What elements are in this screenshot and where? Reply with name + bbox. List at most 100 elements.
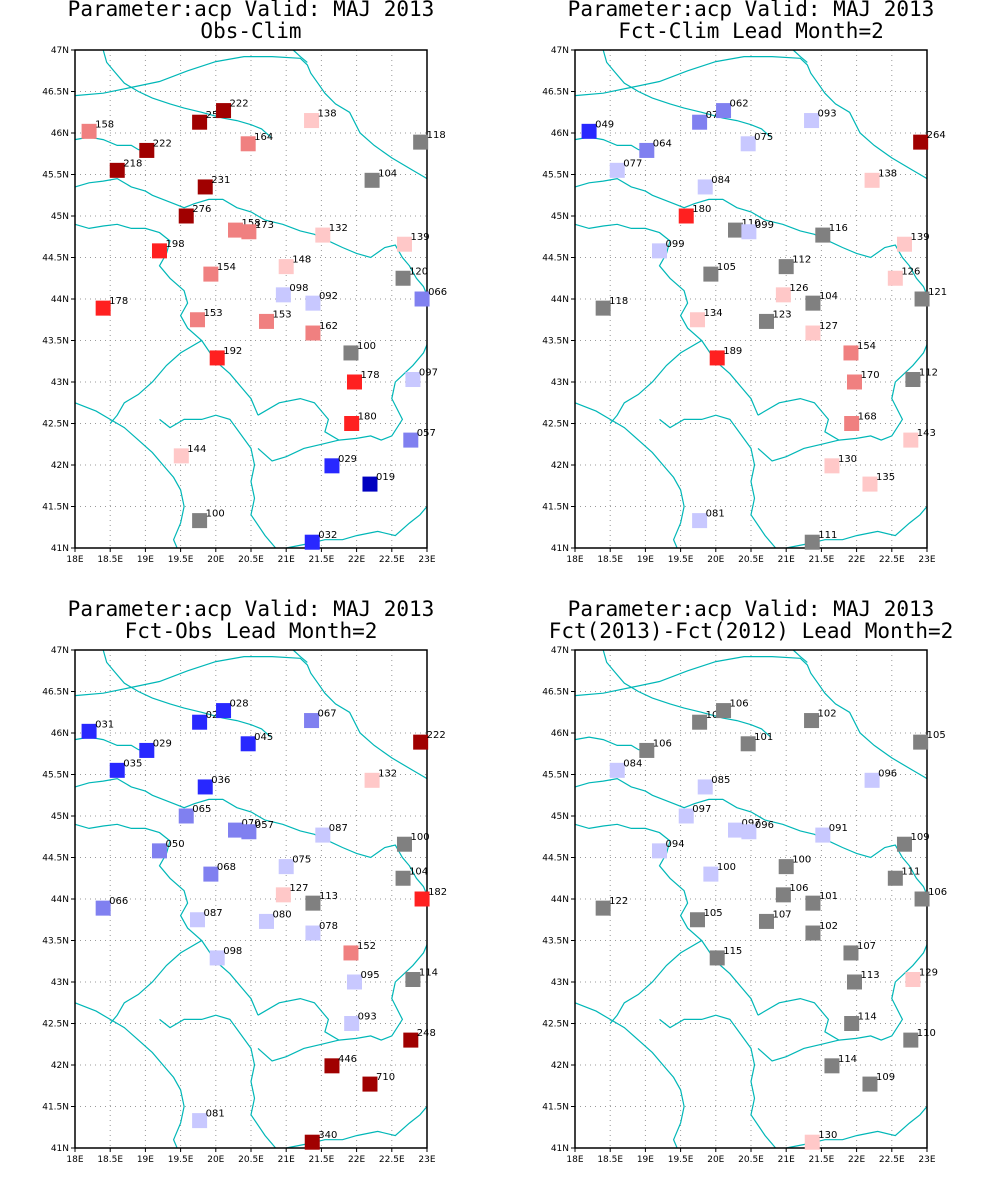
station-value-label: 096 (878, 768, 897, 779)
station-marker (913, 134, 929, 150)
x-tick-label: 22E (348, 555, 365, 565)
station-value-label: 116 (829, 223, 848, 234)
station-marker (689, 912, 705, 928)
station-marker (343, 945, 359, 961)
station-marker (228, 222, 244, 238)
station-marker (805, 295, 821, 311)
y-tick-label: 43N (51, 978, 69, 988)
y-tick-label: 43N (551, 378, 569, 388)
station-value-label: 066 (428, 287, 447, 298)
station-value-label: 257 (206, 110, 225, 121)
station-value-label: 081 (206, 1109, 225, 1120)
station-value-label: 152 (357, 941, 376, 952)
station-value-label: 218 (123, 158, 142, 169)
station-value-label: 077 (623, 158, 642, 169)
station-value-label: 019 (376, 472, 395, 483)
station-value-label: 072 (706, 110, 725, 121)
y-tick-label: 44.5N (542, 254, 569, 264)
y-tick-label: 45.5N (42, 771, 69, 781)
x-tick-label: 20.5E (238, 555, 264, 565)
station-value-label: 148 (292, 255, 311, 266)
station-value-label: 111 (901, 866, 920, 877)
station-marker (775, 887, 791, 903)
border-line (757, 944, 928, 1041)
station-marker (403, 1032, 419, 1048)
station-value-label: 198 (165, 239, 184, 250)
station-marker (740, 136, 756, 152)
station-value-label: 093 (818, 109, 837, 120)
x-tick-label: 21E (778, 555, 795, 565)
station-marker (740, 736, 756, 752)
station-value-label: 035 (123, 758, 142, 769)
x-tick-label: 22E (348, 1155, 365, 1165)
station-value-label: 094 (665, 839, 684, 850)
station-marker (824, 1058, 840, 1074)
station-value-label: 100 (792, 855, 811, 866)
station-value-label: 109 (876, 1072, 895, 1083)
station-value-label: 132 (329, 223, 348, 234)
station-marker (189, 312, 205, 328)
border-line (574, 736, 646, 752)
station-marker (258, 913, 274, 929)
x-tick-label: 18.5E (97, 555, 123, 565)
y-tick-label: 46.5N (42, 688, 69, 698)
station-marker (692, 714, 708, 730)
station-marker (887, 870, 903, 886)
x-tick-label: 18.5E (97, 1155, 123, 1165)
x-tick-label: 21.5E (309, 555, 335, 565)
y-tick-label: 41.5N (42, 1103, 69, 1113)
station-marker (804, 113, 820, 129)
x-tick-label: 22.5E (879, 555, 905, 565)
panel-subtitle: Fct-Clim Lead Month=2 (618, 19, 884, 43)
station-marker (846, 974, 862, 990)
station-marker (362, 476, 378, 492)
station-value-label: 138 (318, 109, 337, 120)
y-tick-label: 46.5N (542, 88, 569, 98)
station-marker (697, 179, 713, 195)
station-value-label: 112 (792, 255, 811, 266)
station-marker (846, 374, 862, 390)
y-tick-label: 43.5N (542, 337, 569, 347)
station-value-label: 126 (789, 283, 808, 294)
station-marker (81, 123, 97, 139)
x-tick-label: 21E (278, 555, 295, 565)
station-marker (728, 222, 744, 238)
station-value-label: 105 (703, 908, 722, 919)
border-line (102, 649, 272, 738)
station-value-label: 096 (755, 820, 774, 831)
station-value-label: 102 (818, 709, 837, 720)
x-tick-label: 20E (207, 555, 224, 565)
station-value-label: 114 (419, 968, 438, 979)
station-marker (192, 714, 208, 730)
station-value-label: 098 (223, 946, 242, 957)
station-marker (275, 887, 291, 903)
station-marker (805, 895, 821, 911)
station-value-label: 070 (242, 818, 261, 829)
station-value-label: 064 (653, 138, 672, 149)
border-line (792, 649, 808, 663)
station-value-label: 248 (417, 1028, 436, 1039)
station-marker (609, 162, 625, 178)
station-value-label: 222 (427, 730, 446, 741)
y-tick-label: 45N (551, 212, 569, 222)
station-value-label: 180 (692, 204, 711, 215)
x-tick-label: 20E (207, 1155, 224, 1165)
station-marker (595, 900, 611, 916)
x-tick-label: 20.5E (738, 1155, 764, 1165)
station-value-label: 106 (928, 887, 947, 898)
station-value-label: 084 (623, 758, 642, 769)
y-tick-label: 44.5N (42, 254, 69, 264)
station-marker (815, 827, 831, 843)
station-marker (651, 243, 667, 259)
coastline-borders (74, 649, 428, 1149)
y-tick-label: 43N (51, 378, 69, 388)
station-value-label: 095 (360, 970, 379, 981)
border-line (574, 223, 703, 424)
station-value-label: 127 (289, 883, 308, 894)
y-tick-label: 41.5N (542, 503, 569, 513)
border-line (257, 439, 340, 462)
station-value-label: 189 (723, 346, 742, 357)
station-value-label: 102 (819, 921, 838, 932)
station-value-label: 154 (857, 341, 876, 352)
